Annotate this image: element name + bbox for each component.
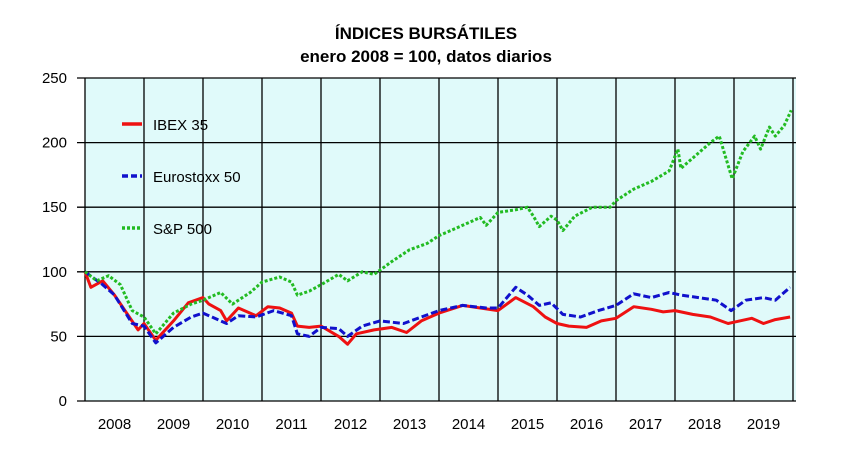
x-tick-label: 2013	[393, 416, 426, 433]
y-tick-label: 150	[42, 199, 67, 216]
x-tick-label: 2011	[275, 416, 307, 433]
legend-label-euro: Eurostoxx 50	[153, 169, 241, 186]
series-line-euro	[84, 270, 792, 345]
x-tick-label: 2015	[511, 416, 544, 433]
x-tick-label: 2008	[98, 416, 131, 433]
chart-subtitle: enero 2008 = 100, datos diarios	[300, 47, 552, 66]
series-lines	[83, 109, 793, 346]
y-axis: 0 50 100 150 200 250	[42, 70, 67, 410]
y-tick-label: 200	[42, 135, 67, 152]
y-tick-label: 100	[42, 264, 67, 281]
x-tick-label: 2019	[747, 416, 780, 433]
x-tick-label: 2016	[570, 416, 603, 433]
x-tick-label: 2012	[334, 416, 367, 433]
legend-label-sp: S&P 500	[153, 221, 212, 238]
series-line-sp	[84, 109, 793, 336]
x-tick-label: 2017	[629, 416, 662, 433]
y-tick-label: 0	[59, 393, 67, 410]
legend: IBEX 35 Eurostoxx 50 S&P 500	[122, 117, 241, 238]
legend-label-ibex: IBEX 35	[153, 117, 208, 134]
x-tick-label: 2010	[216, 416, 249, 433]
x-tick-label: 2014	[452, 416, 485, 433]
x-tick-label: 2009	[157, 416, 190, 433]
x-tick-label: 2018	[688, 416, 721, 433]
chart-title: ÍNDICES BURSÁTILES	[335, 24, 517, 43]
y-tick-label: 250	[42, 70, 67, 87]
y-tick-label: 50	[50, 328, 67, 345]
gridlines	[77, 77, 796, 402]
x-axis: 2008 2009 2010 2011 2012 2013 2014 2015 2016 2017…	[98, 416, 780, 433]
